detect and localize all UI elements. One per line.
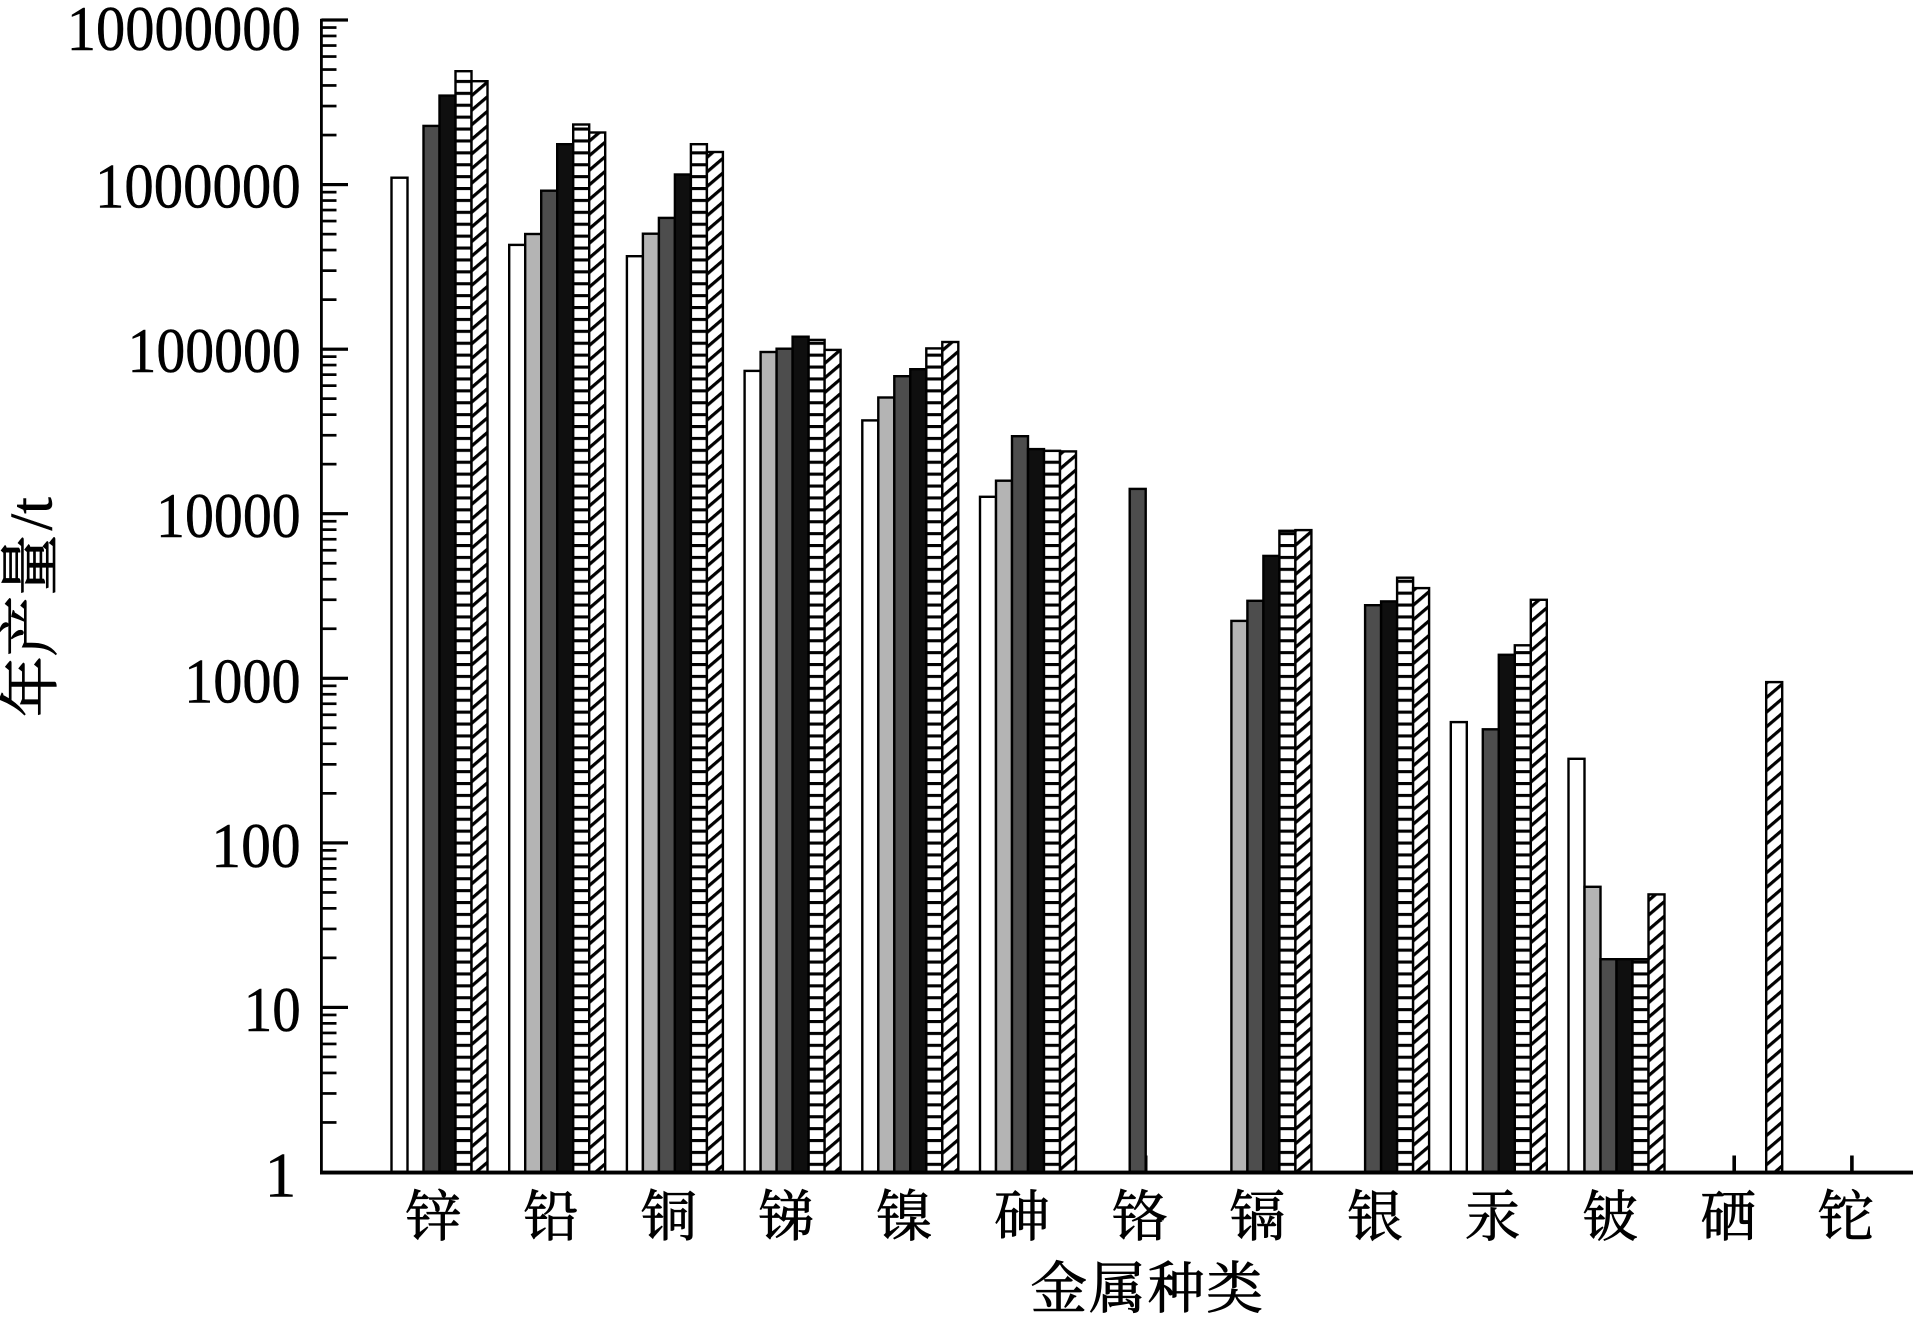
svg-text:100000: 100000 [128, 316, 301, 386]
svg-text:10: 10 [244, 975, 301, 1045]
svg-text:/t: /t [0, 497, 65, 531]
svg-text:100: 100 [211, 811, 300, 881]
svg-text:10000000: 10000000 [67, 0, 301, 64]
svg-text:10000: 10000 [156, 481, 301, 551]
svg-text:1: 1 [265, 1140, 297, 1210]
svg-text:1000: 1000 [184, 646, 301, 716]
svg-text:1000000: 1000000 [95, 151, 301, 221]
